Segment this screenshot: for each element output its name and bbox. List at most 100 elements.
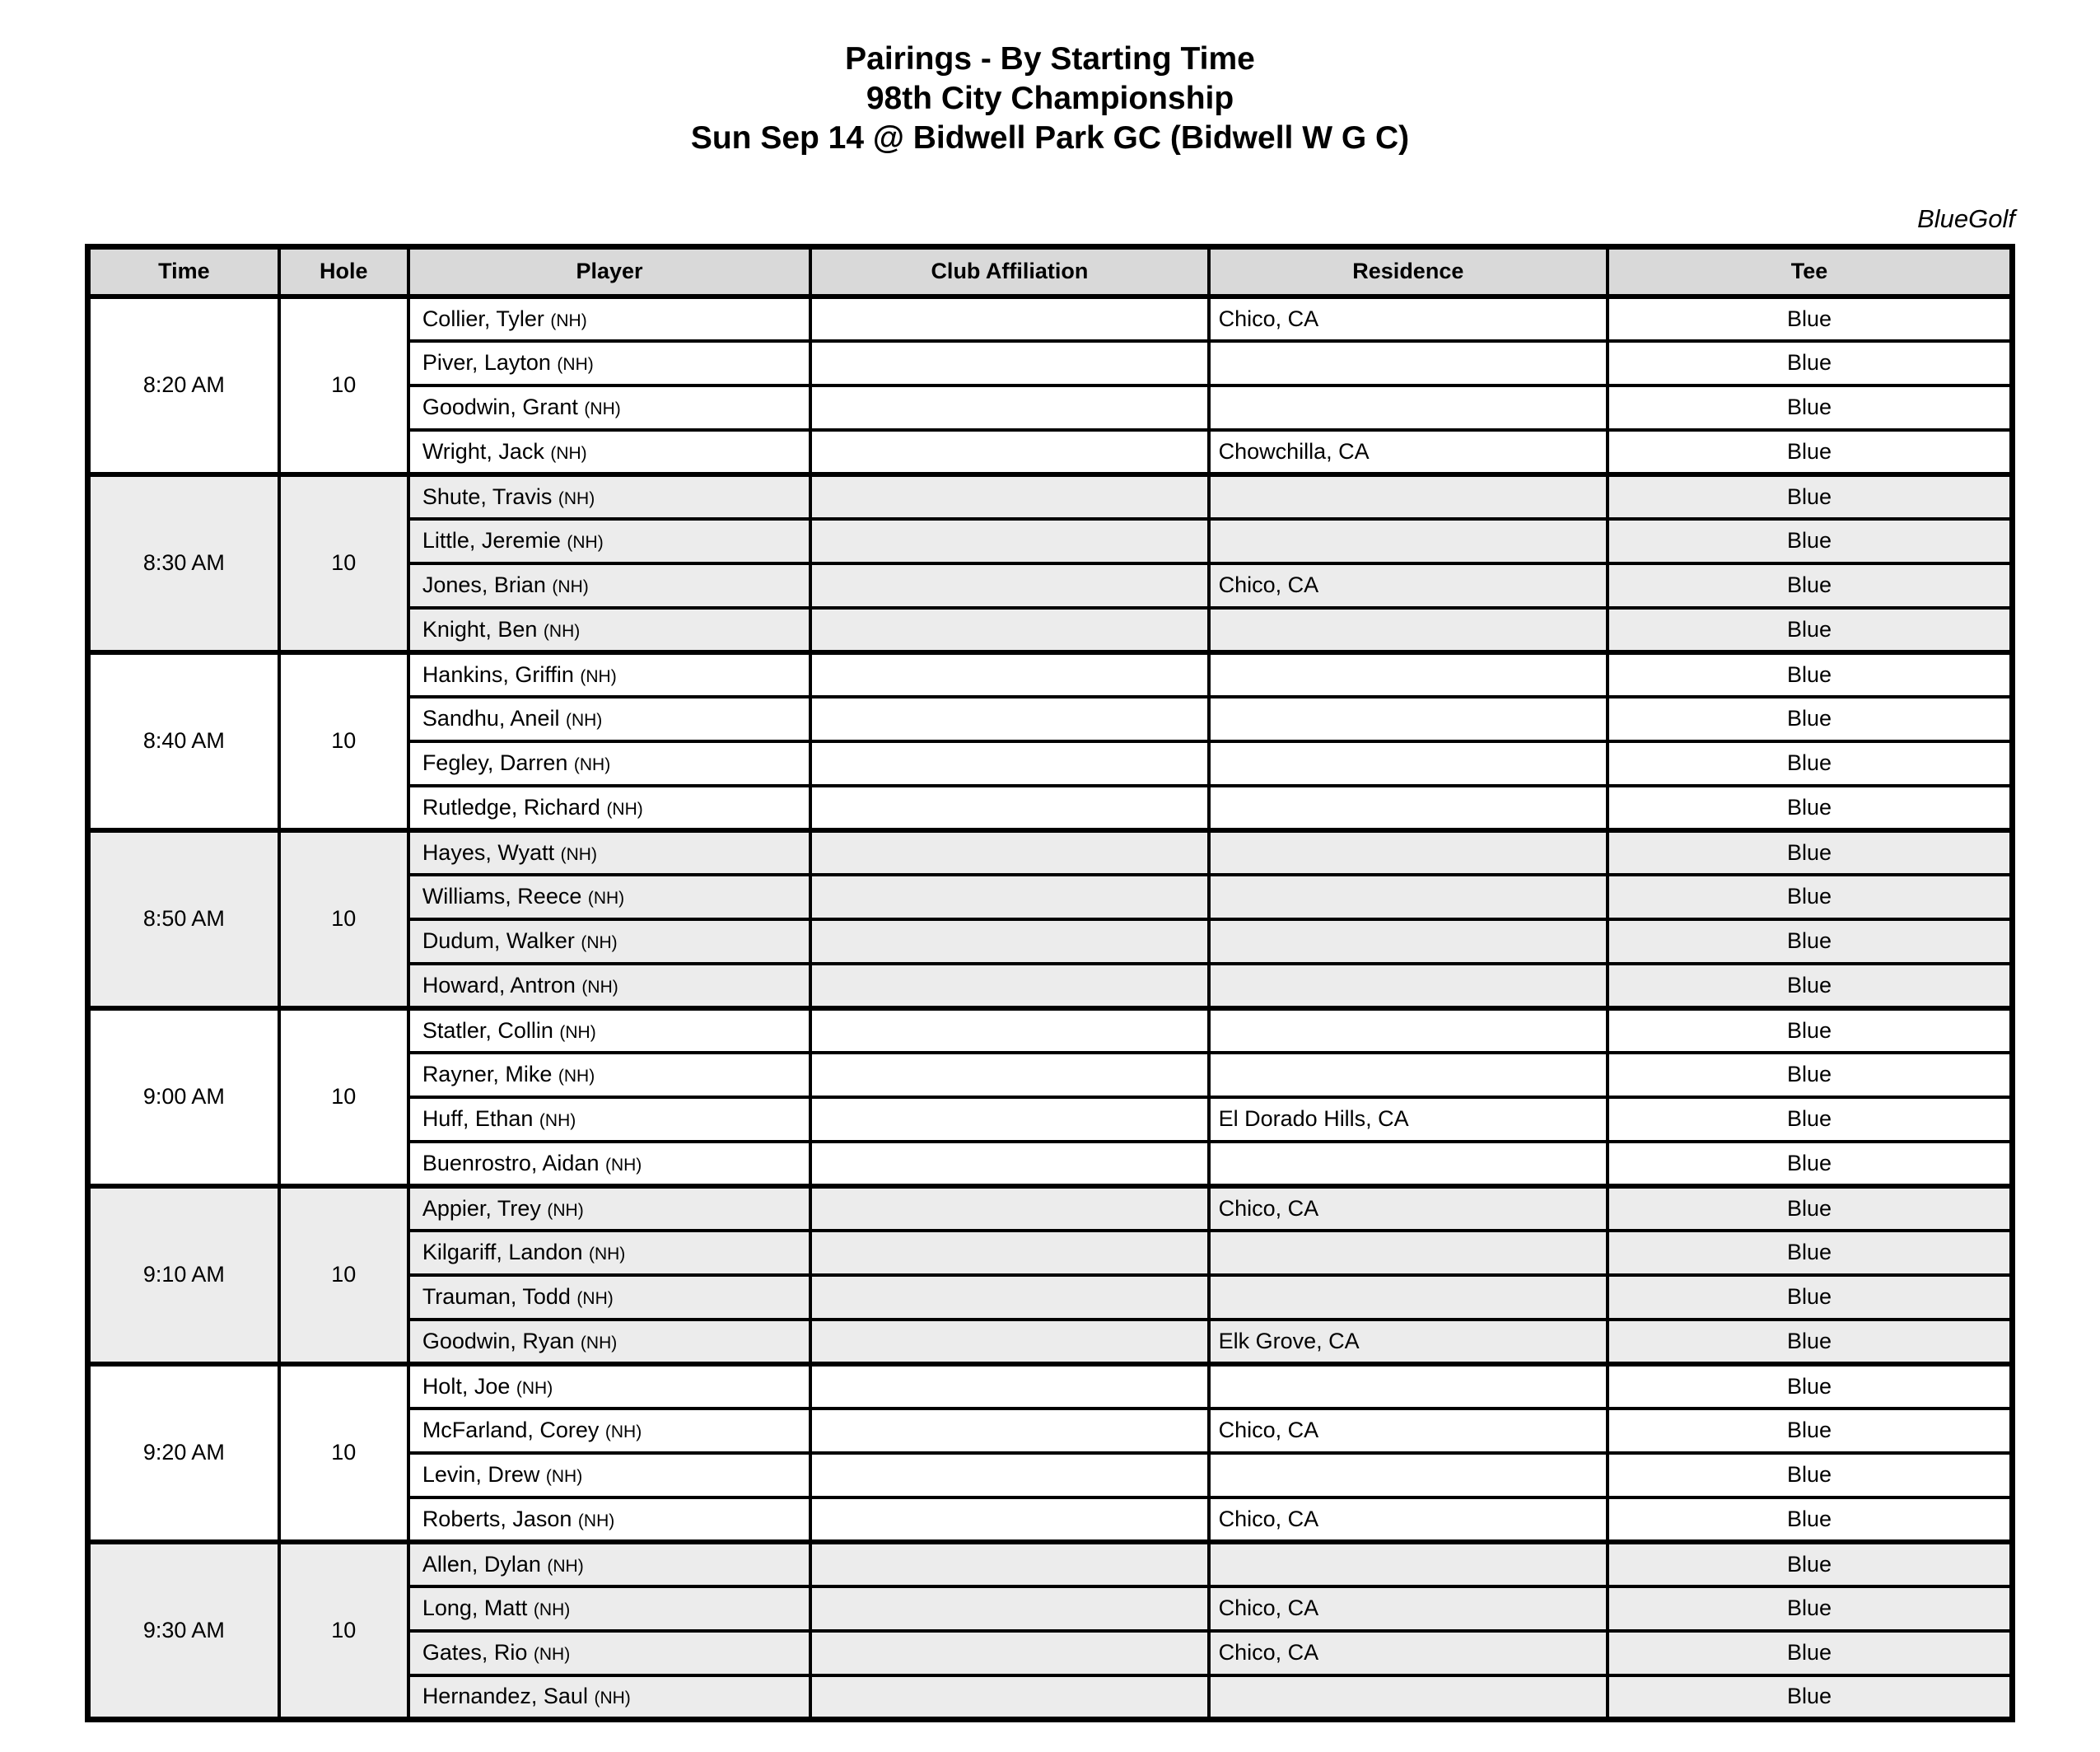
column-header-time: Time (86, 245, 281, 299)
player-name: Kilgariff, Landon (422, 1240, 589, 1264)
player-handicap-tag: (NH) (573, 755, 611, 774)
club-affiliation-cell (809, 1495, 1211, 1544)
tee-cell: Blue (1606, 1228, 2014, 1277)
tee-cell: Blue (1606, 1361, 2014, 1410)
player-cell: Hayes, Wyatt (NH) (406, 827, 813, 876)
pairing-row: Williams, Reece (NH) Blue (88, 872, 2014, 921)
pairing-row: Kilgariff, Landon (NH) Blue (88, 1228, 2014, 1277)
player-handicap-tag: (NH) (577, 1511, 615, 1530)
pairings-table: Time Hole Player Club Affiliation Reside… (85, 244, 2015, 1722)
player-name: Rutledge, Richard (422, 794, 607, 820)
player-name: Hankins, Griffin (422, 661, 581, 687)
page-title: Pairings - By Starting Time (845, 41, 1255, 77)
residence-cell (1206, 516, 1610, 565)
club-affiliation-cell (809, 1406, 1211, 1455)
pairing-row: 9:30 AM 10 Allen, Dylan (NH) Blue (86, 1539, 2014, 1722)
player-cell: Levin, Drew (NH) (406, 1451, 813, 1499)
residence-cell (1206, 694, 1610, 743)
player-cell: Rutledge, Richard (NH) (406, 783, 813, 832)
bluegolf-brand: BlueGolf (1917, 204, 2015, 233)
tee-cell: Blue (1606, 961, 2014, 1010)
tee-cell: Blue (1606, 1095, 2014, 1143)
tee-cell: Blue (1606, 471, 2014, 521)
tee-cell: Blue (1606, 739, 2014, 787)
club-affiliation-cell (809, 961, 1211, 1010)
player-cell: Long, Matt (NH) (406, 1584, 813, 1633)
club-affiliation-cell (809, 1361, 1211, 1410)
time-cell: 9:30 AM (86, 1539, 281, 1722)
player-cell: Rayner, Mike (NH) (406, 1050, 813, 1099)
player-cell: Howard, Antron (NH) (406, 961, 813, 1010)
player-name: Goodwin, Grant (422, 395, 585, 419)
time-cell: 8:20 AM (86, 293, 281, 476)
hole-cell: 10 (277, 827, 410, 1010)
column-header-club-affiliation: Club Affiliation (809, 245, 1211, 299)
event-title: 98th City Championship (866, 81, 1234, 116)
hole-cell: 10 (277, 471, 410, 654)
player-handicap-tag: (NH) (539, 1111, 576, 1130)
player-cell: Statler, Collin (NH) (406, 1005, 813, 1054)
residence-cell (1206, 649, 1610, 698)
player-handicap-tag: (NH) (559, 1022, 596, 1042)
residence-cell (1206, 917, 1610, 965)
player-cell: Allen, Dylan (NH) (406, 1539, 813, 1588)
event-date-location: Sun Sep 14 @ Bidwell Park GC (Bidwell W … (690, 120, 1410, 156)
tee-cell: Blue (1606, 694, 2014, 743)
tee-cell: Blue (1606, 1673, 2014, 1722)
pairing-row: Goodwin, Grant (NH) Blue (88, 383, 2014, 432)
player-handicap-tag: (NH) (587, 889, 625, 908)
pairing-row: 8:40 AM 10 Hankins, Griffin (NH) Blue (86, 649, 2014, 832)
player-cell: Fegley, Darren (NH) (406, 739, 813, 787)
club-affiliation-cell (809, 605, 1211, 654)
player-cell: Buenrostro, Aidan (NH) (406, 1139, 813, 1188)
player-handicap-tag: (NH) (550, 311, 587, 330)
pairing-row: Little, Jeremie (NH) Blue (88, 516, 2014, 565)
player-name: Fegley, Darren (422, 750, 574, 775)
pairing-row: Howard, Antron (NH) Blue (88, 961, 2014, 1010)
player-name: Howard, Antron (422, 972, 582, 997)
residence-cell (1206, 1273, 1610, 1321)
player-name: Roberts, Jason (422, 1506, 578, 1531)
player-handicap-tag: (NH) (552, 577, 589, 596)
tee-cell: Blue (1606, 383, 2014, 432)
residence-cell (1206, 339, 1610, 387)
tee-cell: Blue (1606, 1139, 2014, 1188)
player-name: Huff, Ethan (422, 1106, 539, 1131)
player-name: Long, Matt (422, 1595, 534, 1620)
player-name: Jones, Brian (422, 572, 553, 597)
residence-cell (1206, 1673, 1610, 1722)
player-name: Wright, Jack (422, 438, 551, 464)
player-handicap-tag: (NH) (580, 1333, 618, 1353)
player-handicap-tag: (NH) (557, 355, 594, 374)
time-cell: 9:20 AM (86, 1361, 281, 1544)
player-cell: Kilgariff, Landon (NH) (406, 1228, 813, 1277)
tee-cell: Blue (1606, 293, 2014, 343)
player-cell: Shute, Travis (NH) (406, 471, 813, 521)
player-name: Buenrostro, Aidan (422, 1150, 605, 1175)
player-name: Levin, Drew (422, 1462, 546, 1487)
player-cell: Trauman, Todd (NH) (406, 1273, 813, 1321)
player-handicap-tag: (NH) (550, 443, 587, 463)
player-name: Little, Jeremie (422, 528, 567, 553)
pairings-table-body: 8:20 AM 10 Collier, Tyler (NH) Chico, CA Blu… (86, 293, 2014, 1722)
club-affiliation-cell (809, 1095, 1211, 1143)
tee-cell: Blue (1606, 872, 2014, 921)
tee-cell: Blue (1606, 783, 2014, 832)
hole-cell: 10 (277, 649, 410, 832)
tee-cell: Blue (1606, 1628, 2014, 1677)
pairing-row: Fegley, Darren (NH) Blue (88, 739, 2014, 787)
club-affiliation-cell (809, 427, 1211, 476)
player-cell: Holt, Joe (NH) (406, 1361, 813, 1410)
player-handicap-tag: (NH) (604, 1155, 642, 1175)
club-affiliation-cell (809, 649, 1211, 698)
residence-cell (1206, 1451, 1610, 1499)
player-name: Statler, Collin (422, 1017, 560, 1043)
tee-cell: Blue (1606, 516, 2014, 565)
table-header-row: Time Hole Player Club Affiliation Reside… (86, 245, 2014, 299)
column-header-hole: Hole (277, 245, 410, 299)
pairing-row: Hernandez, Saul (NH) Blue (88, 1673, 2014, 1722)
club-affiliation-cell (809, 783, 1211, 832)
hole-cell: 10 (277, 1183, 410, 1366)
residence-cell (1206, 827, 1610, 876)
club-affiliation-cell (809, 827, 1211, 876)
